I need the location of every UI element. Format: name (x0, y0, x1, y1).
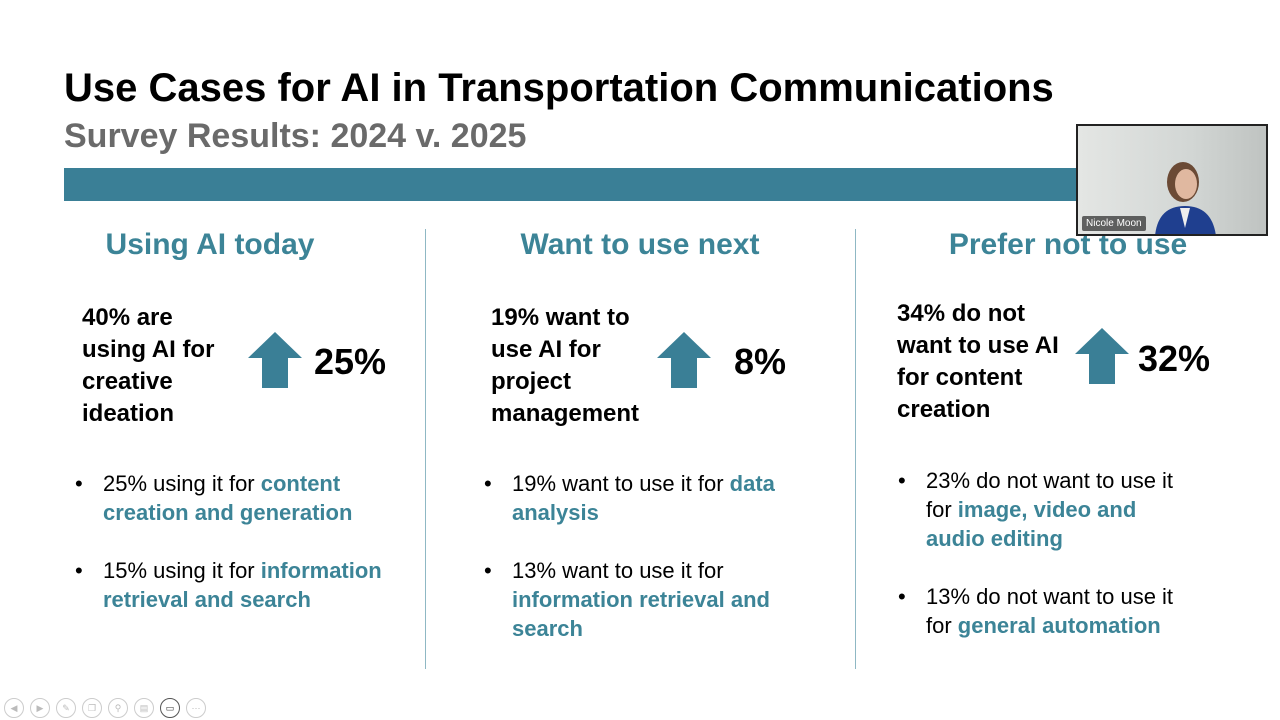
bullet-item: 19% want to use it for data analysis (484, 469, 784, 527)
stat-text: 34% do not want to use AI for content cr… (897, 300, 1059, 423)
previous-icon[interactable]: ◀ (4, 698, 24, 718)
column-divider (425, 229, 426, 669)
bullet-item: 13% want to use it for information retri… (484, 556, 784, 643)
more-icon[interactable]: ⋯ (186, 698, 206, 718)
accent-bar (64, 168, 1094, 201)
participant-name: Nicole Moon (1082, 216, 1146, 231)
up-arrow-icon (1075, 328, 1129, 384)
copy-icon[interactable]: ❐ (82, 698, 102, 718)
bullet-item: 23% do not want to use it for image, vid… (898, 466, 1198, 553)
stat-text: 40% are using AI for creative ideation (82, 304, 215, 427)
bullet-item: 15% using it for information retrieval a… (75, 556, 395, 614)
zoom-icon[interactable]: ⚲ (108, 698, 128, 718)
bullet-item: 13% do not want to use it for general au… (898, 582, 1198, 640)
stat-text: 19% want to use AI for project managemen… (491, 304, 640, 427)
column-divider (855, 229, 856, 669)
change-percent: 25% (314, 341, 387, 382)
pen-icon[interactable]: ✎ (56, 698, 76, 718)
column-using-ai-today: Using AI today 40% are using AI for crea… (20, 228, 400, 668)
up-arrow-icon (657, 332, 711, 388)
slide-subtitle: Survey Results: 2024 v. 2025 (64, 117, 527, 155)
participant-image (1155, 162, 1216, 234)
camera-icon[interactable]: ▭ (160, 698, 180, 718)
participant-video[interactable]: Nicole Moon (1076, 124, 1268, 236)
next-icon[interactable]: ▶ (30, 698, 50, 718)
column-heading: Want to use next (520, 228, 760, 261)
column-want-to-use-next: Want to use next 19% want to use AI for … (450, 228, 830, 668)
up-arrow-icon (248, 332, 302, 388)
presenter-toolbar: ◀ ▶ ✎ ❐ ⚲ ▤ ▭ ⋯ (4, 698, 206, 718)
column-heading: Using AI today (105, 228, 315, 261)
bullet-item: 25% using it for content creation and ge… (75, 469, 395, 527)
change-percent: 32% (1138, 338, 1211, 379)
column-prefer-not-to-use: Prefer not to use 34% do not want to use… (878, 228, 1258, 668)
subtitles-icon[interactable]: ▤ (134, 698, 154, 718)
slide-title: Use Cases for AI in Transportation Commu… (64, 66, 1054, 110)
change-percent: 8% (734, 341, 787, 382)
